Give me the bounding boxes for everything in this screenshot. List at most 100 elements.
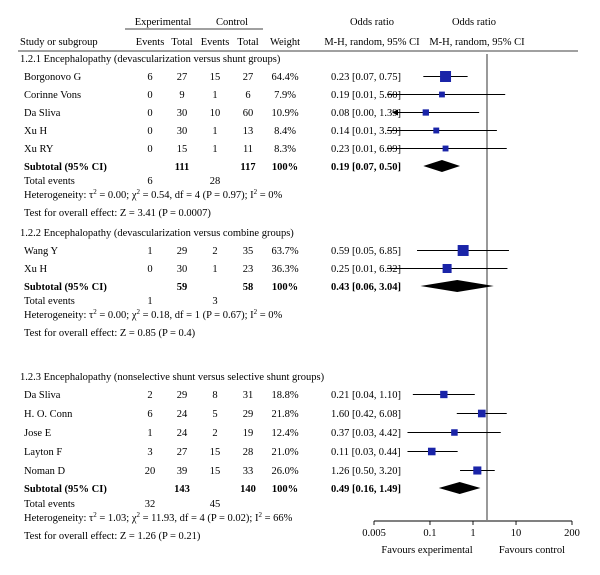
study-weight: 63.7% [271, 246, 298, 257]
events-experimental: 1 [147, 428, 152, 439]
events-experimental: 3 [147, 447, 152, 458]
events-experimental: 20 [145, 466, 156, 477]
events-control: 15 [210, 447, 221, 458]
total-experimental: 30 [177, 264, 188, 275]
study-weight: 18.8% [271, 390, 298, 401]
header-method-2: M-H, random, 95% CI [429, 37, 525, 48]
total-experimental: 24 [177, 428, 188, 439]
events-experimental: 0 [147, 126, 152, 137]
total-control: 31 [243, 390, 254, 401]
header-events-c: Events [201, 37, 230, 48]
total-control: 60 [243, 108, 254, 119]
study-ci-text: 0.19 [0.01, 5.60] [331, 90, 401, 101]
events-control: 15 [210, 466, 221, 477]
study-name: Wang Y [24, 246, 58, 257]
subtotal-ci-text: 0.49 [0.16, 1.49] [331, 484, 401, 495]
total-experimental: 15 [177, 144, 188, 155]
study-weight: 12.4% [271, 428, 298, 439]
study-ci-text: 0.23 [0.01, 6.09] [331, 144, 401, 155]
point-estimate [451, 429, 458, 436]
study-name: Da Sliva [24, 108, 61, 119]
study-weight: 21.8% [271, 409, 298, 420]
study-name: H. O. Conn [24, 409, 73, 420]
events-experimental: 0 [147, 108, 152, 119]
study-name: Xu RY [24, 144, 54, 155]
events-experimental: 0 [147, 144, 152, 155]
x-tick-label: 1 [470, 528, 475, 539]
total-events-experimental: 32 [145, 499, 156, 510]
study-weight: 10.9% [271, 108, 298, 119]
events-control: 2 [212, 428, 217, 439]
header-total-e: Total [171, 37, 193, 48]
overall-effect-text: Test for overall effect: Z = 3.41 (P = 0… [24, 208, 211, 219]
subtotal-weight: 100% [272, 282, 298, 293]
point-estimate [422, 109, 429, 116]
subtotal-total-experimental: 111 [175, 162, 190, 173]
total-control: 33 [243, 466, 254, 477]
header-odds-ratio-2: Odds ratio [452, 17, 496, 28]
heterogeneity-text: Heterogeneity: τ2 = 0.00; χ2 = 0.54, df … [24, 188, 283, 201]
x-tick-label: 10 [511, 528, 522, 539]
events-control: 1 [212, 264, 217, 275]
point-estimate [442, 145, 449, 152]
subgroup-title: 1.2.1 Encephalopathy (devascularization … [20, 54, 281, 65]
total-control: 23 [243, 264, 254, 275]
events-control: 1 [212, 90, 217, 101]
heterogeneity-text: Heterogeneity: τ2 = 1.03; χ2 = 11.93, df… [24, 511, 293, 524]
total-experimental: 29 [177, 390, 188, 401]
header-method-1: M-H, random, 95% CI [324, 37, 420, 48]
events-control: 1 [212, 144, 217, 155]
total-control: 35 [243, 246, 254, 257]
events-control: 5 [212, 409, 217, 420]
point-estimate [439, 91, 445, 98]
subtotal-label: Subtotal (95% CI) [24, 162, 107, 173]
point-estimate [473, 466, 482, 475]
subtotal-label: Subtotal (95% CI) [24, 484, 107, 495]
study-ci-text: 0.23 [0.07, 0.75] [331, 72, 401, 83]
subtotal-diamond [420, 280, 494, 292]
subtotal-diamond [438, 482, 481, 494]
study-weight: 8.4% [274, 126, 296, 137]
favours-experimental-label: Favours experimental [381, 545, 472, 556]
study-weight: 64.4% [271, 72, 298, 83]
overall-effect-text: Test for overall effect: Z = 0.85 (P = 0… [24, 328, 196, 339]
study-ci-text: 1.60 [0.42, 6.08] [331, 409, 401, 420]
events-experimental: 6 [147, 409, 152, 420]
events-experimental: 0 [147, 264, 152, 275]
subtotal-ci-text: 0.43 [0.06, 3.04] [331, 282, 401, 293]
study-ci-text: 0.14 [0.01, 3.59] [331, 126, 401, 137]
total-experimental: 27 [177, 72, 188, 83]
total-experimental: 30 [177, 126, 188, 137]
total-events-experimental: 6 [147, 176, 152, 187]
point-estimate [433, 127, 440, 134]
study-name: Corinne Vons [24, 90, 81, 101]
subtotal-total-control: 117 [240, 162, 255, 173]
favours-control-label: Favours control [499, 545, 565, 556]
events-control: 10 [210, 108, 221, 119]
total-experimental: 9 [179, 90, 184, 101]
subgroup-title: 1.2.2 Encephalopathy (devascularization … [20, 228, 294, 239]
point-estimate [440, 71, 452, 82]
study-weight: 36.3% [271, 264, 298, 275]
subtotal-total-control: 58 [243, 282, 254, 293]
total-events-experimental: 1 [147, 296, 152, 307]
total-events-control: 28 [210, 176, 221, 187]
study-name: Da Sliva [24, 390, 61, 401]
events-control: 8 [212, 390, 217, 401]
events-experimental: 6 [147, 72, 152, 83]
total-control: 11 [243, 144, 253, 155]
subtotal-diamond [423, 160, 461, 172]
heterogeneity-text: Heterogeneity: τ2 = 0.00; χ2 = 0.18, df … [24, 308, 283, 321]
total-control: 28 [243, 447, 254, 458]
header-odds-ratio-1: Odds ratio [350, 17, 394, 28]
point-estimate [477, 409, 486, 418]
ci-arrow [392, 109, 398, 116]
study-ci-text: 0.11 [0.03, 0.44] [331, 447, 401, 458]
total-control: 29 [243, 409, 254, 420]
x-tick-label: 200 [564, 528, 580, 539]
study-ci-text: 0.21 [0.04, 1.10] [331, 390, 401, 401]
study-ci-text: 0.08 [0.00, 1.39] [331, 108, 401, 119]
study-name: Borgonovo G [24, 72, 82, 83]
subtotal-label: Subtotal (95% CI) [24, 282, 107, 293]
subtotal-weight: 100% [272, 484, 298, 495]
